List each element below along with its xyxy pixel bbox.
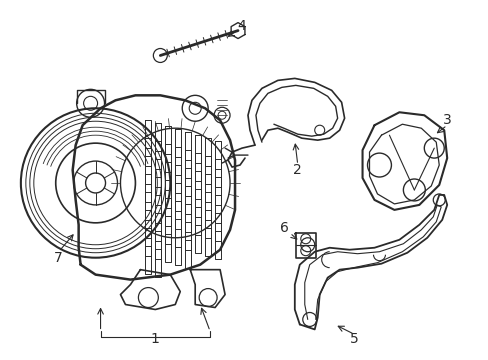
- Text: 2: 2: [293, 163, 302, 177]
- Text: 6: 6: [280, 221, 289, 235]
- Text: 7: 7: [54, 251, 63, 265]
- Text: 3: 3: [442, 113, 450, 127]
- Text: 4: 4: [237, 19, 246, 33]
- Text: 1: 1: [151, 332, 160, 346]
- Text: 5: 5: [349, 332, 358, 346]
